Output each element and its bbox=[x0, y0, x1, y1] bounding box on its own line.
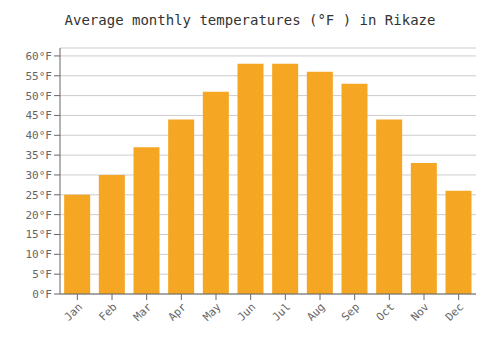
svg-text:0°F: 0°F bbox=[32, 288, 52, 301]
svg-text:Dec: Dec bbox=[443, 300, 466, 323]
svg-text:Jan: Jan bbox=[62, 300, 85, 323]
svg-text:Oct: Oct bbox=[374, 300, 397, 323]
svg-text:Apr: Apr bbox=[166, 300, 190, 324]
svg-text:60°F: 60°F bbox=[26, 50, 53, 63]
svg-text:55°F: 55°F bbox=[26, 70, 53, 83]
svg-text:Sep: Sep bbox=[339, 300, 362, 323]
svg-text:Jul: Jul bbox=[270, 300, 293, 323]
svg-text:May: May bbox=[200, 300, 224, 324]
svg-text:50°F: 50°F bbox=[26, 90, 53, 103]
svg-text:Nov: Nov bbox=[408, 300, 432, 324]
svg-text:Mar: Mar bbox=[131, 300, 155, 324]
svg-text:Aug: Aug bbox=[304, 300, 327, 323]
svg-text:15°F: 15°F bbox=[26, 228, 53, 241]
svg-text:20°F: 20°F bbox=[26, 209, 53, 222]
svg-text:10°F: 10°F bbox=[26, 248, 53, 261]
svg-text:Feb: Feb bbox=[96, 300, 119, 323]
html-text:Average monthly temperatures (: Average monthly temperatures (°F ) in Ri… bbox=[64, 12, 436, 28]
svg-text:35°F: 35°F bbox=[26, 149, 53, 162]
svg-text:25°F: 25°F bbox=[26, 189, 53, 202]
svg-text:30°F: 30°F bbox=[26, 169, 53, 182]
svg-text:40°F: 40°F bbox=[26, 129, 53, 142]
svg-text:45°F: 45°F bbox=[26, 109, 53, 122]
svg-text:5°F: 5°F bbox=[32, 268, 52, 281]
svg-text:Jun: Jun bbox=[235, 300, 258, 323]
